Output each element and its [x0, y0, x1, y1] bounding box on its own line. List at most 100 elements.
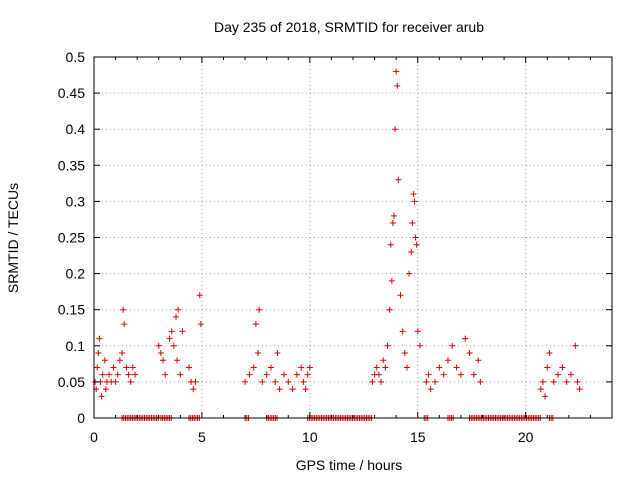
data-point: [298, 364, 305, 371]
data-point: [196, 292, 203, 299]
data-point: [179, 328, 186, 335]
y-tick-label: 0.35: [58, 157, 85, 173]
data-point: [416, 342, 423, 349]
data-point: [559, 364, 566, 371]
data-point: [267, 364, 274, 371]
data-point: [95, 350, 102, 357]
y-tick-label: 0.05: [58, 374, 85, 390]
data-point: [567, 371, 574, 378]
data-point: [392, 126, 399, 133]
data-point: [280, 371, 287, 378]
data-point: [572, 342, 579, 349]
data-point: [94, 364, 101, 371]
data-point: [132, 371, 139, 378]
data-point: [127, 378, 134, 385]
data-point: [389, 220, 396, 227]
data-point: [378, 378, 385, 385]
data-point: [304, 371, 311, 378]
data-point: [302, 386, 309, 393]
data-points: [92, 68, 583, 421]
axis-ticks: [93, 56, 612, 419]
y-tick-label: 0.2: [66, 266, 86, 282]
data-point: [388, 277, 395, 284]
data-point: [436, 364, 443, 371]
data-point: [242, 378, 249, 385]
x-tick-label: 5: [198, 429, 206, 445]
y-tick-label: 0.45: [58, 85, 85, 101]
y-axis-tick-labels: 0 0.05 0.1 0.15 0.2 0.25 0.3 0.35 0.4 0.45 0.5: [58, 49, 85, 426]
data-point: [380, 357, 387, 364]
data-point: [576, 386, 583, 393]
data-point: [555, 371, 562, 378]
chart-title: Day 235 of 2018, SRMTID for receiver aru…: [214, 19, 484, 35]
data-point: [162, 371, 169, 378]
data-point: [252, 321, 259, 328]
x-tick-label: 20: [518, 429, 534, 445]
data-point: [173, 313, 180, 320]
data-point: [177, 371, 184, 378]
data-point: [185, 364, 192, 371]
data-point: [403, 364, 410, 371]
data-point: [539, 378, 546, 385]
data-point: [174, 357, 181, 364]
x-axis-tick-labels: 0 5 10 15 20: [90, 429, 534, 445]
data-point: [386, 306, 393, 313]
grid-lines: [94, 57, 612, 418]
data-point: [542, 393, 549, 400]
data-point: [457, 371, 464, 378]
data-point: [157, 350, 164, 357]
data-point: [116, 357, 123, 364]
data-point: [444, 357, 451, 364]
data-point: [375, 371, 382, 378]
y-tick-label: 0.25: [58, 230, 85, 246]
data-point: [411, 198, 418, 205]
data-point: [197, 321, 204, 328]
data-point: [106, 371, 113, 378]
y-tick-label: 0.4: [66, 121, 86, 137]
data-point: [470, 371, 477, 378]
data-point: [427, 386, 434, 393]
data-point: [101, 357, 108, 364]
data-point: [119, 350, 126, 357]
data-point: [255, 350, 262, 357]
y-tick-label: 0.3: [66, 193, 86, 209]
data-point: [412, 234, 419, 241]
data-point: [477, 378, 484, 385]
data-point: [256, 306, 263, 313]
data-point: [401, 350, 408, 357]
data-point: [546, 350, 553, 357]
y-tick-label: 0: [77, 410, 85, 426]
data-point: [414, 328, 421, 335]
data-point: [423, 378, 430, 385]
data-point: [475, 357, 482, 364]
data-point: [449, 342, 456, 349]
data-point: [289, 386, 296, 393]
data-point: [394, 82, 401, 89]
data-point: [369, 378, 376, 385]
data-point: [399, 328, 406, 335]
data-point: [391, 212, 398, 219]
y-axis-label: SRMTID / TECUs: [5, 183, 21, 293]
data-point: [192, 378, 199, 385]
data-point: [409, 220, 416, 227]
data-point: [96, 335, 103, 342]
data-point: [393, 68, 400, 75]
x-axis-label: GPS time / hours: [296, 457, 403, 473]
x-tick-label: 10: [302, 429, 318, 445]
data-point: [410, 191, 417, 198]
data-point: [160, 357, 167, 364]
y-tick-label: 0.15: [58, 302, 85, 318]
data-point: [155, 342, 162, 349]
data-point: [293, 371, 300, 378]
data-point: [397, 292, 404, 299]
data-point: [129, 364, 136, 371]
data-point: [121, 321, 128, 328]
data-point: [99, 371, 106, 378]
data-point: [168, 328, 175, 335]
data-point: [440, 371, 447, 378]
data-point: [250, 364, 257, 371]
data-point: [125, 371, 132, 378]
data-point: [387, 241, 394, 248]
data-point: [112, 378, 119, 385]
